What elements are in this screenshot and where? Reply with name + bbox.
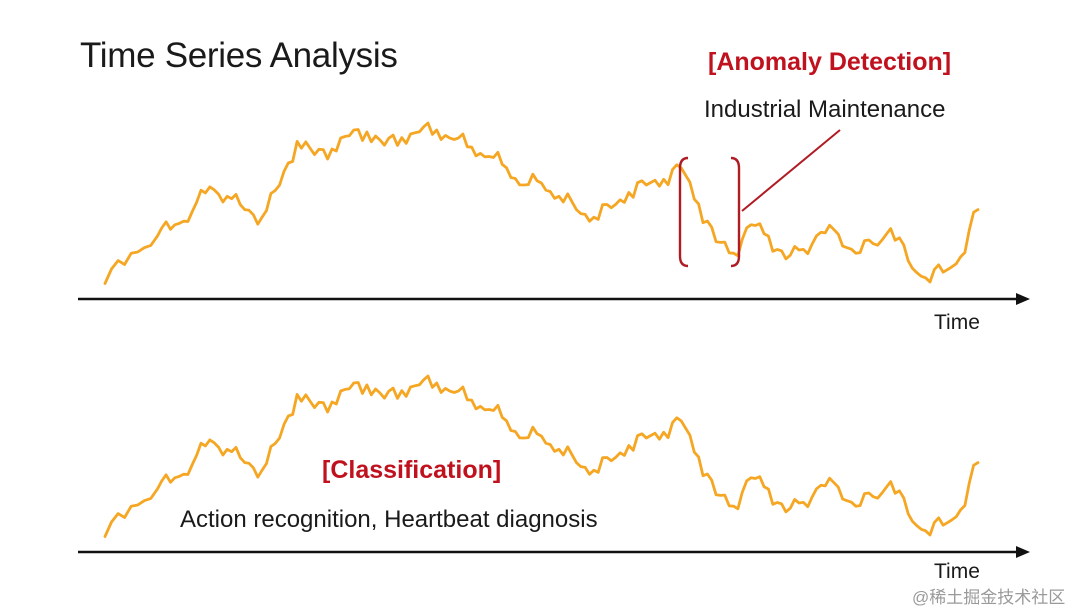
- top-series-line: [103, 121, 980, 285]
- top-time-series-chart: [78, 121, 1030, 305]
- bottom-time-series-chart: [78, 374, 1030, 558]
- anomaly-bracket-left: [678, 156, 689, 268]
- top-time-axis-label: Time: [934, 311, 980, 334]
- bottom-time-axis-arrowhead: [1016, 546, 1030, 558]
- watermark: @稀土掘金技术社区: [912, 588, 1066, 607]
- classification-subtitle: Action recognition, Heartbeat diagnosis: [180, 506, 598, 533]
- top-time-axis-arrowhead: [1016, 293, 1030, 305]
- bottom-series-line: [103, 374, 980, 538]
- bottom-time-axis-label: Time: [934, 560, 980, 583]
- anomaly-pointer-line: [741, 129, 841, 212]
- anomaly-detection-subtitle: Industrial Maintenance: [704, 96, 946, 123]
- classification-heading: [Classification]: [322, 456, 502, 484]
- anomaly-bracket-right: [730, 156, 741, 268]
- anomaly-detection-heading: [Anomaly Detection]: [708, 48, 952, 76]
- page-title: Time Series Analysis: [80, 36, 398, 75]
